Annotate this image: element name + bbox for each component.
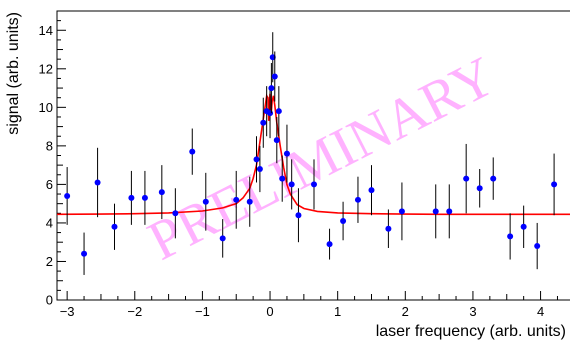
data-point bbox=[326, 241, 333, 248]
data-point bbox=[368, 187, 375, 194]
y-tick-label: 14 bbox=[39, 23, 53, 38]
data-point bbox=[534, 243, 541, 250]
y-tick-label: 2 bbox=[46, 254, 53, 269]
data-point bbox=[268, 85, 275, 92]
data-point bbox=[189, 148, 196, 155]
data-point bbox=[275, 108, 282, 115]
data-point bbox=[81, 250, 88, 257]
data-point bbox=[385, 225, 392, 232]
x-tick-label: 4 bbox=[537, 304, 544, 319]
data-point bbox=[128, 194, 135, 201]
y-tick-label: 8 bbox=[46, 138, 53, 153]
y-axis-title: signal (arb. units) bbox=[5, 12, 22, 135]
data-point bbox=[398, 208, 405, 215]
y-tick-label: 10 bbox=[39, 100, 53, 115]
data-point bbox=[520, 223, 527, 230]
data-point bbox=[158, 189, 165, 196]
data-point bbox=[340, 218, 347, 225]
data-point bbox=[446, 208, 453, 215]
x-tick-label: −3 bbox=[60, 304, 75, 319]
data-point bbox=[172, 210, 179, 217]
watermark-text: PRELIMINARY bbox=[139, 45, 505, 273]
data-point bbox=[283, 150, 290, 157]
data-point bbox=[432, 208, 439, 215]
x-tick-label: 1 bbox=[334, 304, 341, 319]
data-point bbox=[273, 137, 280, 144]
data-point bbox=[476, 185, 483, 192]
data-point bbox=[267, 110, 274, 117]
data-point bbox=[311, 181, 317, 188]
data-point bbox=[271, 73, 278, 80]
data-point bbox=[279, 175, 286, 182]
data-point bbox=[269, 54, 276, 61]
data-point bbox=[490, 175, 497, 182]
y-axis: 0 2 4 6 8 10 12 14 bbox=[39, 10, 66, 308]
data-point bbox=[253, 156, 260, 163]
x-tick-label: −1 bbox=[195, 304, 210, 319]
data-point bbox=[202, 198, 209, 205]
watermark-layer: PRELIMINARY bbox=[139, 45, 505, 273]
x-axis-title: laser frequency (arb. units) bbox=[376, 323, 566, 340]
data-point bbox=[295, 212, 302, 219]
x-axis: −3 −2 −1 0 1 2 3 4 bbox=[60, 291, 558, 319]
data-point bbox=[141, 194, 148, 201]
data-point bbox=[233, 196, 240, 203]
x-tick-label: −2 bbox=[127, 304, 142, 319]
y-tick-label: 0 bbox=[46, 293, 53, 308]
data-point bbox=[246, 198, 253, 205]
x-tick-label: 3 bbox=[469, 304, 476, 319]
data-point bbox=[111, 223, 118, 230]
y-tick-label: 12 bbox=[39, 61, 53, 76]
data-point bbox=[256, 165, 263, 172]
data-point bbox=[260, 119, 267, 126]
data-point bbox=[219, 235, 226, 242]
x-tick-label: 2 bbox=[402, 304, 409, 319]
x-tick-label: 0 bbox=[266, 304, 273, 319]
data-points-layer bbox=[64, 32, 558, 275]
y-tick-label: 6 bbox=[46, 177, 53, 192]
data-point bbox=[64, 192, 71, 199]
data-point bbox=[354, 196, 361, 203]
data-point bbox=[463, 175, 470, 182]
data-point bbox=[288, 181, 295, 188]
data-point bbox=[507, 233, 514, 240]
data-point bbox=[551, 181, 558, 188]
y-tick-label: 4 bbox=[46, 215, 53, 230]
data-point bbox=[94, 179, 101, 186]
